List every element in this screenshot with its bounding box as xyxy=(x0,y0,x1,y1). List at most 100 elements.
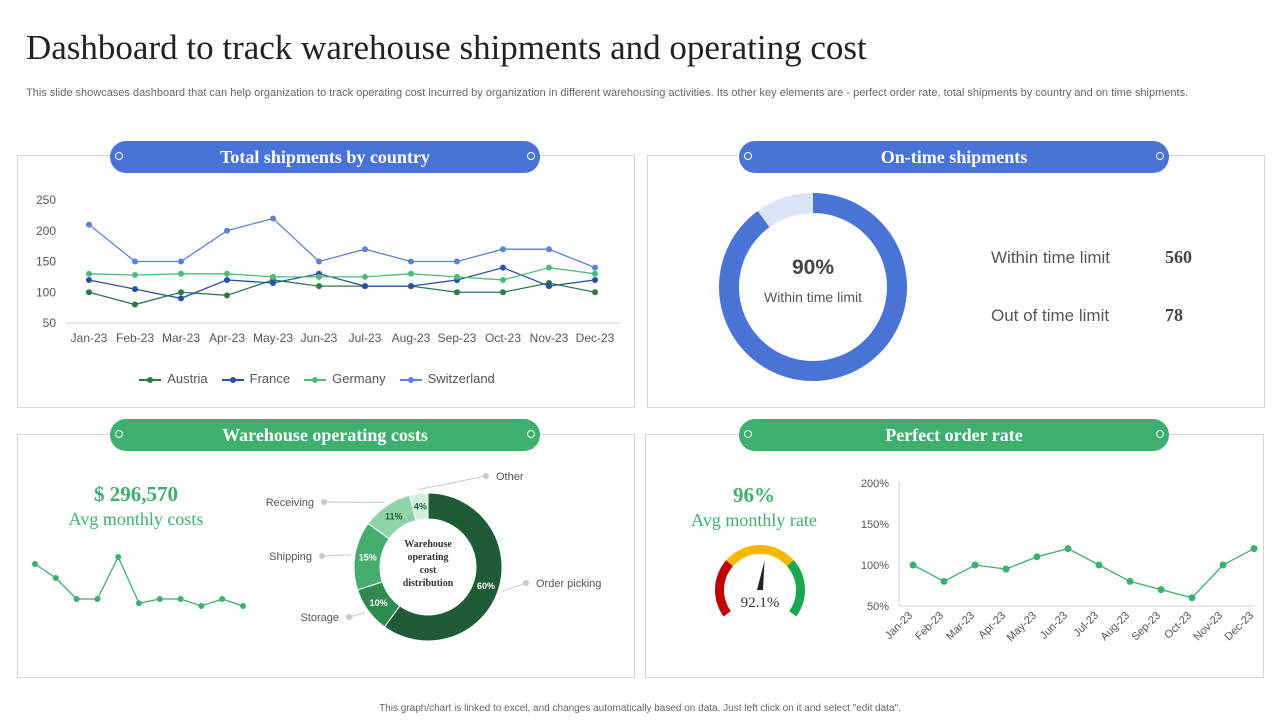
legend-label: Austria xyxy=(167,371,208,386)
x-tick-label: May-23 xyxy=(1005,610,1039,644)
data-point-austria xyxy=(592,289,598,296)
y-tick-label: 50 xyxy=(43,316,57,330)
center-label-line: operating xyxy=(407,552,449,563)
legend-item-france: France xyxy=(221,371,291,386)
data-point-france xyxy=(132,286,138,293)
y-tick-label: 200 xyxy=(36,224,56,238)
pill-dot-icon xyxy=(527,152,535,160)
data-point-france xyxy=(270,280,276,287)
x-tick-label: Aug-23 xyxy=(392,331,431,345)
slice-value-order-picking: 60% xyxy=(477,581,495,591)
within-time-label: Within time limit xyxy=(991,248,1111,267)
leader-dot-order-picking xyxy=(523,580,529,586)
pill-dot-icon xyxy=(527,430,535,438)
legend-swatch xyxy=(139,376,162,383)
leader-dot-shipping xyxy=(319,553,325,559)
data-point-germany xyxy=(500,276,506,283)
order-header-label: Perfect order rate xyxy=(885,425,1023,445)
avg-monthly-cost-caption: Avg monthly costs xyxy=(68,509,204,529)
gauge-needle xyxy=(757,560,765,590)
data-point-austria xyxy=(86,289,92,296)
pill-dot-icon xyxy=(744,430,752,438)
x-tick-label: Jun-23 xyxy=(301,331,338,345)
leader-line-other xyxy=(418,475,487,491)
center-label-line: cost xyxy=(419,565,437,576)
cost-trend-point xyxy=(136,600,142,607)
order-rate-point xyxy=(1126,577,1134,585)
leader-dot-storage xyxy=(346,614,352,620)
order-rate-point xyxy=(909,561,917,569)
costs-header: Warehouse operating costs xyxy=(110,419,540,451)
data-point-austria xyxy=(500,289,506,296)
leader-line-shipping xyxy=(321,554,351,557)
data-point-germany xyxy=(454,273,460,280)
pill-dot-icon xyxy=(1156,152,1164,160)
series-line-france xyxy=(88,266,596,300)
cost-donut-center-label: Warehouse operating cost distribution xyxy=(388,538,468,590)
order-rate-point xyxy=(971,561,979,569)
y-tick-label: 250 xyxy=(36,193,56,207)
x-tick-label: Mar-23 xyxy=(944,610,977,643)
data-point-france xyxy=(178,295,184,302)
order-rate-point xyxy=(1188,594,1196,602)
order-rate-gauge xyxy=(715,545,805,617)
cost-trend-line xyxy=(34,555,244,607)
order-rate-point xyxy=(1095,561,1103,569)
shipments-panel xyxy=(17,155,635,408)
order-rate-point xyxy=(1002,565,1010,573)
slice-label-order-picking: Order picking xyxy=(536,578,601,590)
data-point-switzerland xyxy=(224,227,230,234)
data-point-france xyxy=(224,276,230,283)
y-tick-label: 50% xyxy=(867,601,889,613)
order-rate-point xyxy=(1157,586,1165,594)
ontime-header-label: On-time shipments xyxy=(880,147,1028,167)
data-point-france xyxy=(362,283,368,290)
avg-order-rate-value: 96% xyxy=(733,483,775,507)
legend-label: France xyxy=(249,371,291,386)
x-tick-label: Jul-23 xyxy=(349,331,382,345)
data-point-germany xyxy=(132,272,138,279)
leader-dot-other xyxy=(483,473,489,479)
legend-label: Germany xyxy=(332,371,386,386)
legend-item-germany: Germany xyxy=(304,371,386,386)
series-line-switzerland xyxy=(88,217,596,269)
avg-order-rate-caption: Avg monthly rate xyxy=(691,510,817,530)
donut-slice-order-picking xyxy=(383,492,503,642)
ontime-percent: 90% xyxy=(791,256,835,279)
footer-note: This graph/chart is linked to excel, and… xyxy=(379,703,901,714)
y-tick-label: 150 xyxy=(36,255,56,269)
legend-item-austria: Austria xyxy=(139,371,208,386)
cost-trend-point xyxy=(52,575,59,581)
y-tick-label: 150% xyxy=(861,519,889,531)
slice-label-shipping: Shipping xyxy=(269,551,312,563)
center-label-line: Warehouse xyxy=(404,539,452,550)
avg-monthly-cost-value: $ 296,570 xyxy=(94,482,178,506)
cost-trend-point xyxy=(198,603,205,609)
data-point-switzerland xyxy=(408,258,414,265)
data-point-germany xyxy=(224,270,230,277)
data-point-germany xyxy=(408,270,414,277)
x-tick-label: Dec-23 xyxy=(1223,610,1257,644)
gauge-segment-red xyxy=(715,560,733,617)
cost-trend-point xyxy=(219,596,226,602)
shipments-legend: Austria France Germany Switzerland xyxy=(0,371,634,386)
ontime-donut-chart xyxy=(719,193,907,381)
y-tick-label: 100 xyxy=(36,285,56,299)
data-point-germany xyxy=(270,273,276,280)
data-point-germany xyxy=(592,270,598,277)
slice-label-other: Other xyxy=(496,471,524,483)
data-point-switzerland xyxy=(270,215,276,222)
pill-dot-icon xyxy=(115,152,123,160)
x-tick-label: Sep-23 xyxy=(1130,610,1164,644)
cost-trend-point xyxy=(94,596,101,602)
data-point-france xyxy=(546,283,552,290)
data-point-switzerland xyxy=(592,264,598,271)
x-tick-label: Jan-23 xyxy=(71,331,108,345)
gauge-segment-yellow xyxy=(726,545,794,567)
order-rate-point xyxy=(1064,545,1072,553)
data-point-austria xyxy=(224,292,230,299)
data-point-france xyxy=(500,264,506,271)
ontime-header: On-time shipments xyxy=(739,141,1169,173)
leader-line-order-picking xyxy=(502,582,527,592)
